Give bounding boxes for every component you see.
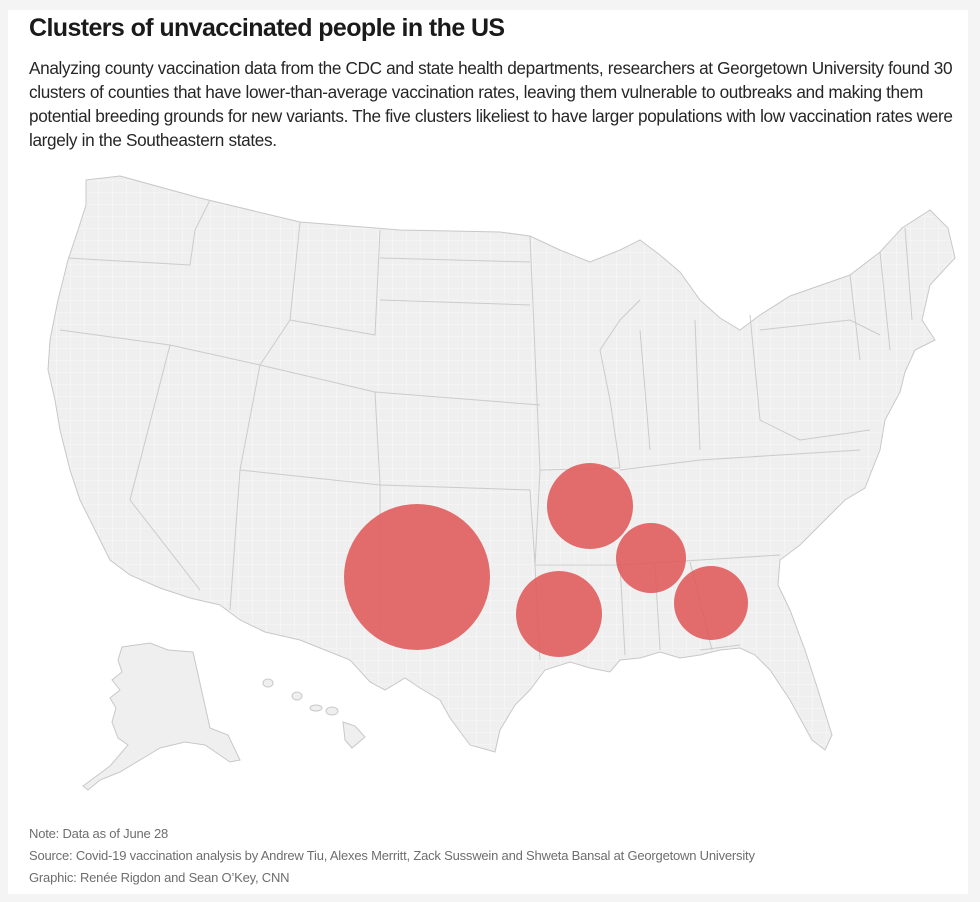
cluster-circle (674, 566, 748, 640)
cluster-circle (616, 523, 686, 593)
chart-description: Analyzing county vaccination data from t… (29, 58, 953, 150)
hawaii-shape (262, 678, 366, 749)
note-text: Note: Data as of June 28 (29, 826, 169, 841)
cluster-circle (344, 504, 490, 650)
source-text: Source: Covid-19 vaccination analysis by… (29, 848, 755, 863)
chart-title: Clusters of unvaccinated people in the U… (29, 14, 505, 42)
cluster-circle (547, 463, 633, 549)
alaska-shape (82, 642, 241, 791)
cluster-circle (516, 571, 602, 657)
credit-text: Graphic: Renée Rigdon and Sean O’Key, CN… (29, 870, 290, 885)
cluster-circles (344, 463, 748, 657)
footnotes: Note: Data as of June 28 Source: Covid-1… (29, 823, 755, 889)
